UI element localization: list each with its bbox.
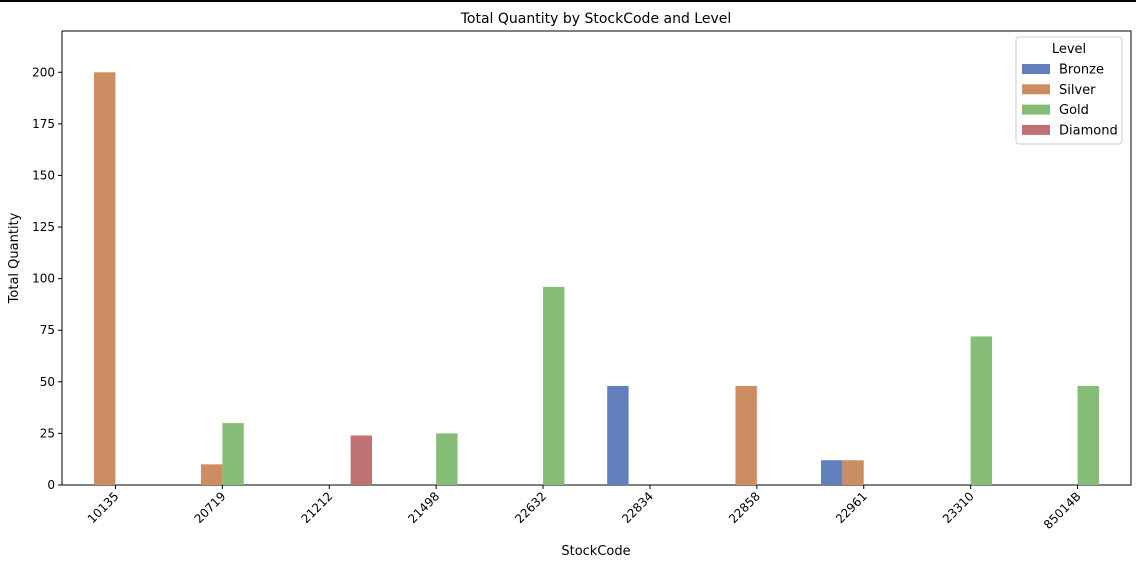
- bar-silver-20719: [200, 464, 223, 485]
- legend-items: Bronze Silver Gold Diamond: [1022, 63, 1118, 138]
- legend-box: [1015, 36, 1123, 145]
- legend-label-silver: Silver: [1059, 83, 1096, 98]
- y-tick-label: 150: [32, 168, 55, 182]
- legend-label-bronze: Bronze: [1059, 63, 1104, 78]
- bar-silver-22961: [842, 460, 864, 485]
- x-tick-label: 20719: [192, 489, 229, 526]
- y-tick-label: 75: [40, 323, 55, 337]
- chart-title: Total Quantity by StockCode and Level: [460, 11, 732, 27]
- y-axis: 0 25 50 75 100 125 150 175 200: [32, 65, 62, 492]
- x-tick-label: 21498: [405, 489, 442, 526]
- x-tick-label: 85014B: [1041, 489, 1084, 532]
- legend-label-diamond: Diamond: [1059, 123, 1118, 138]
- x-tick-label: 22858: [726, 489, 763, 526]
- legend: Level Bronze Silver Gold Diamond: [1015, 36, 1123, 145]
- x-tick-label: 23310: [940, 489, 977, 526]
- y-tick-label: 25: [40, 426, 55, 440]
- y-tick-label: 175: [32, 117, 55, 131]
- plot-frame: [61, 30, 1132, 486]
- plot-area: 0 25 50 75 100 125 150 175 200 10135 20719 21212 21…: [32, 30, 1132, 532]
- bars: [94, 72, 1099, 485]
- y-tick-label: 125: [32, 220, 55, 234]
- x-tick-label: 22834: [619, 489, 656, 526]
- bar-silver-22858: [735, 385, 757, 485]
- x-axis-label: StockCode: [561, 544, 630, 559]
- bar-gold-23310: [970, 336, 993, 485]
- bar-bronze-22961: [820, 460, 843, 485]
- legend-label-gold: Gold: [1059, 103, 1089, 118]
- x-tick-label: 21212: [298, 489, 335, 526]
- y-tick-label: 50: [40, 375, 55, 389]
- legend-title: Level: [1052, 42, 1086, 57]
- bar-bronze-22834: [607, 385, 629, 485]
- bar-gold-85014b: [1077, 385, 1099, 485]
- legend-swatch-bronze: [1022, 64, 1050, 74]
- y-tick-label: 100: [32, 272, 55, 286]
- legend-swatch-gold: [1022, 104, 1050, 115]
- x-tick-label: 22632: [512, 489, 549, 526]
- x-axis: 10135 20719 21212 21498 22632 22834 22858 22961…: [85, 485, 1084, 532]
- bar-silver-10135: [94, 72, 116, 485]
- bar-gold-22632: [543, 286, 565, 485]
- top-border: [0, 0, 1136, 2]
- x-tick-label: 22961: [833, 489, 870, 526]
- legend-swatch-diamond: [1022, 124, 1050, 135]
- y-tick-label: 200: [32, 65, 55, 79]
- bar-gold-21498: [436, 433, 458, 485]
- y-axis-label: Total Quantity: [7, 212, 22, 304]
- y-tick-label: 0: [47, 478, 55, 492]
- x-tick-label: 10135: [85, 489, 122, 526]
- bar-gold-20719: [222, 423, 244, 485]
- bar-diamond-21212: [350, 435, 373, 485]
- legend-swatch-silver: [1022, 84, 1050, 95]
